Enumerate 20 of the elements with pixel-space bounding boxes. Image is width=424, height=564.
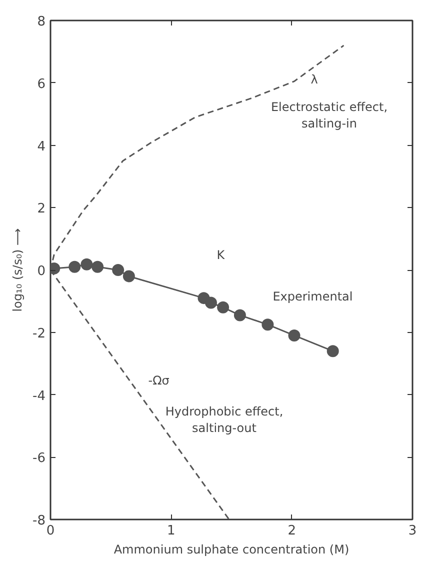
y-tick-label: -2: [32, 326, 46, 342]
series-label: λ: [310, 72, 318, 86]
y-tick-label: -6: [32, 451, 46, 466]
annotation: Electrostatic effect, salting-in: [270, 100, 388, 131]
x-tick-label: 3: [408, 524, 417, 538]
y-axis-title: log₁₀ (s/s₀) ⟶: [10, 228, 25, 312]
annotation: K: [216, 248, 226, 262]
x-axis-title: Ammonium sulphate concentration (M): [114, 542, 350, 556]
y-tick-label: 8: [37, 14, 46, 30]
y-tick-label: 6: [37, 76, 46, 92]
x-tick-label: 1: [167, 524, 176, 538]
y-tick-label: 4: [37, 139, 46, 154]
annotation: Hydrophobic effect, salting-out: [165, 404, 284, 436]
y-tick-label: -8: [32, 514, 46, 528]
series-label: -Ωσ: [148, 373, 170, 388]
y-tick-label: -4: [32, 388, 46, 404]
y-tick-label: 2: [37, 202, 46, 217]
x-tick-label: 2: [288, 524, 296, 538]
y-tick-label: 0: [37, 264, 46, 279]
series-label: Experimental: [272, 290, 353, 304]
